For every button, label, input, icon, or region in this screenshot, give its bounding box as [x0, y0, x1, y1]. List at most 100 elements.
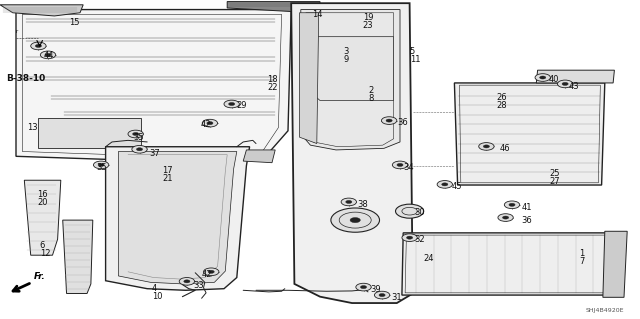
Text: SHJ4B4920E: SHJ4B4920E	[586, 308, 624, 313]
Circle shape	[45, 53, 51, 56]
Polygon shape	[402, 233, 621, 295]
Text: 13: 13	[27, 123, 38, 132]
Text: 31: 31	[392, 293, 403, 302]
Circle shape	[396, 204, 424, 218]
Text: 44: 44	[44, 51, 54, 60]
Text: 11: 11	[410, 55, 420, 63]
Circle shape	[93, 161, 109, 169]
Text: 37: 37	[149, 149, 160, 158]
Circle shape	[379, 293, 385, 297]
Text: 29: 29	[237, 101, 247, 110]
Circle shape	[535, 74, 550, 81]
Circle shape	[562, 82, 568, 85]
Text: 42: 42	[200, 120, 211, 129]
Text: 35: 35	[96, 163, 107, 172]
Text: 15: 15	[69, 18, 79, 27]
Text: 16: 16	[37, 190, 48, 199]
Circle shape	[40, 51, 56, 59]
Text: 39: 39	[370, 285, 381, 294]
Text: 33: 33	[193, 281, 204, 290]
Circle shape	[479, 143, 494, 150]
Text: 38: 38	[357, 200, 368, 209]
Circle shape	[483, 145, 490, 148]
Text: 36: 36	[522, 216, 532, 225]
Text: 41: 41	[522, 203, 532, 212]
Text: 21: 21	[162, 174, 172, 183]
Circle shape	[381, 117, 397, 124]
Circle shape	[406, 236, 413, 239]
Text: 6: 6	[40, 241, 45, 250]
Text: 8: 8	[368, 94, 373, 103]
Polygon shape	[63, 220, 93, 293]
Circle shape	[128, 130, 143, 138]
Polygon shape	[307, 37, 394, 100]
Circle shape	[207, 122, 213, 125]
Circle shape	[360, 286, 367, 289]
Text: 2: 2	[368, 86, 373, 95]
Text: 32: 32	[415, 235, 426, 244]
Text: 36: 36	[397, 118, 408, 127]
Circle shape	[540, 76, 546, 79]
Text: 14: 14	[312, 10, 322, 19]
Circle shape	[331, 208, 380, 232]
Text: 43: 43	[568, 82, 579, 91]
Polygon shape	[243, 150, 275, 163]
Polygon shape	[603, 231, 627, 297]
Circle shape	[341, 198, 356, 206]
Circle shape	[132, 132, 139, 136]
Circle shape	[374, 291, 390, 299]
Text: 45: 45	[451, 182, 461, 191]
Circle shape	[224, 100, 239, 108]
Text: 40: 40	[549, 75, 559, 84]
Text: 20: 20	[37, 198, 47, 207]
Text: 27: 27	[549, 177, 560, 186]
Polygon shape	[301, 10, 400, 150]
Text: r: r	[16, 29, 19, 34]
Circle shape	[557, 80, 573, 88]
Text: 9: 9	[344, 55, 349, 63]
Polygon shape	[24, 180, 61, 255]
Circle shape	[31, 42, 46, 50]
Circle shape	[498, 214, 513, 221]
Polygon shape	[454, 83, 605, 185]
Circle shape	[350, 218, 360, 223]
Circle shape	[202, 119, 218, 127]
Polygon shape	[16, 10, 291, 163]
Circle shape	[442, 183, 448, 186]
Polygon shape	[118, 152, 237, 284]
Circle shape	[386, 119, 392, 122]
Text: 22: 22	[268, 83, 278, 92]
Polygon shape	[291, 3, 413, 303]
Circle shape	[356, 283, 371, 291]
Text: B-38-10: B-38-10	[6, 74, 45, 83]
Circle shape	[208, 270, 214, 273]
Text: 24: 24	[424, 254, 434, 263]
Text: 10: 10	[152, 292, 162, 301]
Circle shape	[504, 201, 520, 209]
Polygon shape	[38, 118, 141, 148]
Text: 46: 46	[499, 144, 510, 153]
Circle shape	[397, 163, 403, 167]
Polygon shape	[300, 13, 319, 144]
Circle shape	[437, 181, 452, 188]
Circle shape	[136, 148, 143, 151]
Circle shape	[35, 44, 42, 48]
Text: 19: 19	[363, 13, 373, 22]
Circle shape	[179, 278, 195, 285]
Circle shape	[402, 234, 417, 241]
Circle shape	[204, 268, 219, 276]
Text: 18: 18	[268, 75, 278, 84]
Text: 42: 42	[202, 270, 212, 279]
Text: 3: 3	[344, 47, 349, 56]
Circle shape	[98, 163, 104, 167]
Circle shape	[502, 216, 509, 219]
Text: 25: 25	[549, 169, 559, 178]
Text: 26: 26	[496, 93, 507, 102]
Polygon shape	[227, 2, 320, 13]
Circle shape	[346, 200, 352, 204]
Circle shape	[509, 203, 515, 206]
Circle shape	[392, 161, 408, 169]
Polygon shape	[536, 70, 614, 83]
Polygon shape	[0, 5, 83, 16]
Text: 23: 23	[363, 21, 374, 30]
